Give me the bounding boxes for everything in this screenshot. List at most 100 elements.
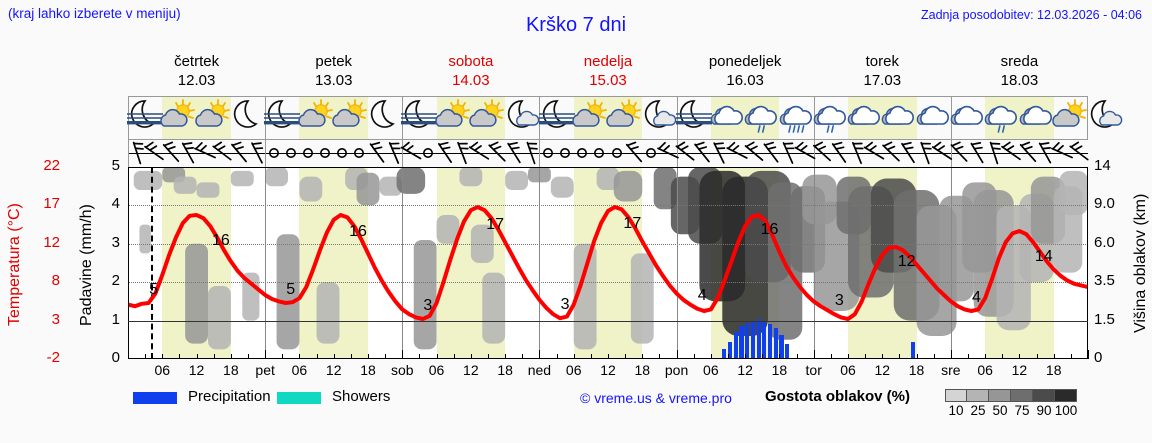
day-date: 15.03: [589, 72, 627, 89]
temperature-max-label: 14: [1034, 248, 1053, 266]
x-axis-tick: [1002, 354, 1004, 359]
x-axis-tick: [1019, 354, 1021, 359]
wind-barb-marker: [1068, 140, 1090, 167]
x-axis-tick: [916, 354, 918, 359]
x-axis-label: 18: [223, 362, 239, 378]
x-axis-tick: [950, 350, 952, 359]
wind-barb-marker: [846, 140, 868, 167]
wind-barb-marker: [897, 140, 919, 167]
menu-note: (kraj lahko izberete v meniju): [8, 6, 181, 21]
wind-barb-marker: [1051, 140, 1074, 167]
precipitation-bar: [756, 318, 761, 359]
wind-barb-marker: [160, 140, 182, 167]
cloud-rain-heavy-icon: [777, 97, 817, 137]
wind-calm-marker: [417, 140, 439, 167]
precipitation-axis-title: Padavine (mm/h): [78, 204, 95, 326]
wind-barb-marker: [228, 140, 250, 167]
x-axis-tick: [779, 354, 781, 359]
precipitation-bar: [773, 328, 778, 359]
wind-barb-marker: [863, 140, 885, 167]
temperature-tick-label: 12: [43, 233, 60, 251]
x-axis-tick: [128, 350, 129, 359]
x-axis-label: ned: [527, 362, 552, 378]
x-axis-tick: [196, 354, 198, 359]
cloud-density-tick-label: 50: [992, 403, 1008, 418]
x-axis-tick: [1088, 350, 1089, 359]
day-separator: [265, 140, 267, 167]
cloud-density-swatch: [989, 389, 1011, 402]
x-axis-label: sre: [941, 362, 961, 378]
x-axis-tick: [248, 354, 249, 359]
cloud-icon: [708, 97, 748, 137]
temperature-max-label: 12: [897, 253, 916, 270]
precip-reference-line: [128, 320, 1088, 322]
wind-calm-marker: [571, 140, 593, 167]
wind-barb-marker: [743, 140, 765, 167]
cloud-density-swatch: [967, 389, 989, 402]
wind-calm-marker: [280, 140, 302, 167]
x-axis-label: 18: [497, 362, 513, 378]
day-name: nedelja: [583, 53, 633, 70]
x-axis-tick: [590, 354, 592, 359]
precipitation-bar: [779, 335, 784, 359]
sun-cloud-icon: [1051, 97, 1091, 137]
moon-cloud-icon: [639, 97, 679, 137]
x-axis-tick: [556, 354, 558, 359]
x-axis-label: 06: [154, 362, 171, 378]
x-axis-tick: [539, 350, 541, 359]
day-date: 16.03: [726, 72, 764, 89]
wind-barb-marker: [434, 140, 456, 167]
x-axis-tick: [899, 354, 901, 359]
day-date: 14.03: [452, 72, 490, 89]
cloud-rain-icon: [742, 97, 782, 137]
precipitation-bar: [733, 332, 738, 359]
cloud-icon: [1017, 97, 1057, 137]
wind-calm-marker: [537, 140, 559, 167]
current-time-marker: [150, 167, 153, 359]
day-name: ponedeljek: [708, 53, 782, 70]
moon-cloud-icon: [1085, 97, 1125, 137]
x-axis-tick: [1036, 354, 1038, 359]
x-axis-tick: [470, 354, 472, 359]
wind-calm-marker: [297, 140, 319, 167]
cloud-density-legend-label: Gostota oblakov (%): [765, 388, 911, 405]
wind-barb-marker: [143, 140, 165, 167]
x-axis-tick: [659, 354, 661, 359]
temperature-min-label: 3: [560, 296, 570, 314]
sun-cloud-icon: [468, 97, 508, 137]
cloud-density-swatch: [1055, 389, 1077, 402]
wind-barb-marker: [468, 140, 490, 167]
moon-icon: [228, 97, 268, 137]
x-axis-tick: [213, 354, 215, 359]
precipitation-bar: [722, 349, 727, 359]
x-axis-label: 06: [291, 362, 308, 378]
wind-barb-marker: [708, 140, 730, 167]
x-axis-tick: [1070, 354, 1072, 359]
weather-icon-row: [127, 96, 1123, 140]
x-axis-tick: [488, 354, 489, 359]
precipitation-swatch: [133, 392, 177, 404]
x-axis-tick: [350, 354, 352, 359]
sun-cloud-icon: [571, 97, 611, 137]
x-axis-tick: [230, 354, 232, 359]
temperature-max-label: 17: [623, 215, 642, 233]
x-axis-label: 06: [977, 362, 993, 378]
wind-calm-marker: [314, 140, 336, 167]
wind-barb-marker: [966, 140, 988, 167]
x-axis-tick: [368, 354, 369, 359]
day-header-1: četrtek 12.03: [128, 52, 265, 92]
cloud-density-tick-label: 25: [970, 403, 986, 418]
precipitation-tick-label: 1: [111, 310, 120, 328]
x-axis-label: pet: [255, 362, 275, 378]
wind-barb-marker: [366, 140, 388, 167]
last-update: Zadnja posodobitev: 12.03.2026 - 04:06: [920, 8, 1142, 22]
x-axis-tick: [968, 354, 969, 359]
sun-cloud-icon: [159, 97, 199, 137]
precipitation-bar: [728, 341, 733, 359]
temperature-min-label: 3: [423, 297, 433, 314]
x-axis-tick: [813, 350, 815, 359]
page-title: Krško 7 dni: [525, 14, 627, 36]
day-separator: [539, 140, 541, 167]
x-axis-tick: [573, 354, 575, 359]
wind-barb-marker: [400, 140, 422, 167]
